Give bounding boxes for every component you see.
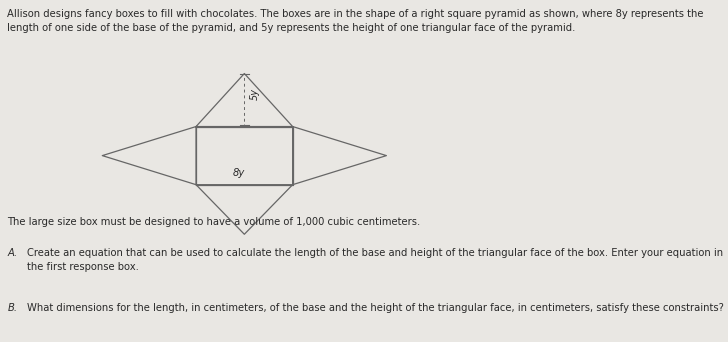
Text: A.: A. <box>7 248 17 258</box>
Text: 5y: 5y <box>250 88 260 100</box>
Text: Allison designs fancy boxes to fill with chocolates. The boxes are in the shape : Allison designs fancy boxes to fill with… <box>7 9 704 33</box>
Text: The large size box must be designed to have a volume of 1,000 cubic centimeters.: The large size box must be designed to h… <box>7 217 421 227</box>
Text: 8y: 8y <box>232 168 245 178</box>
Text: What dimensions for the length, in centimeters, of the base and the height of th: What dimensions for the length, in centi… <box>27 303 724 313</box>
Text: Create an equation that can be used to calculate the length of the base and heig: Create an equation that can be used to c… <box>27 248 724 272</box>
Text: B.: B. <box>7 303 17 313</box>
